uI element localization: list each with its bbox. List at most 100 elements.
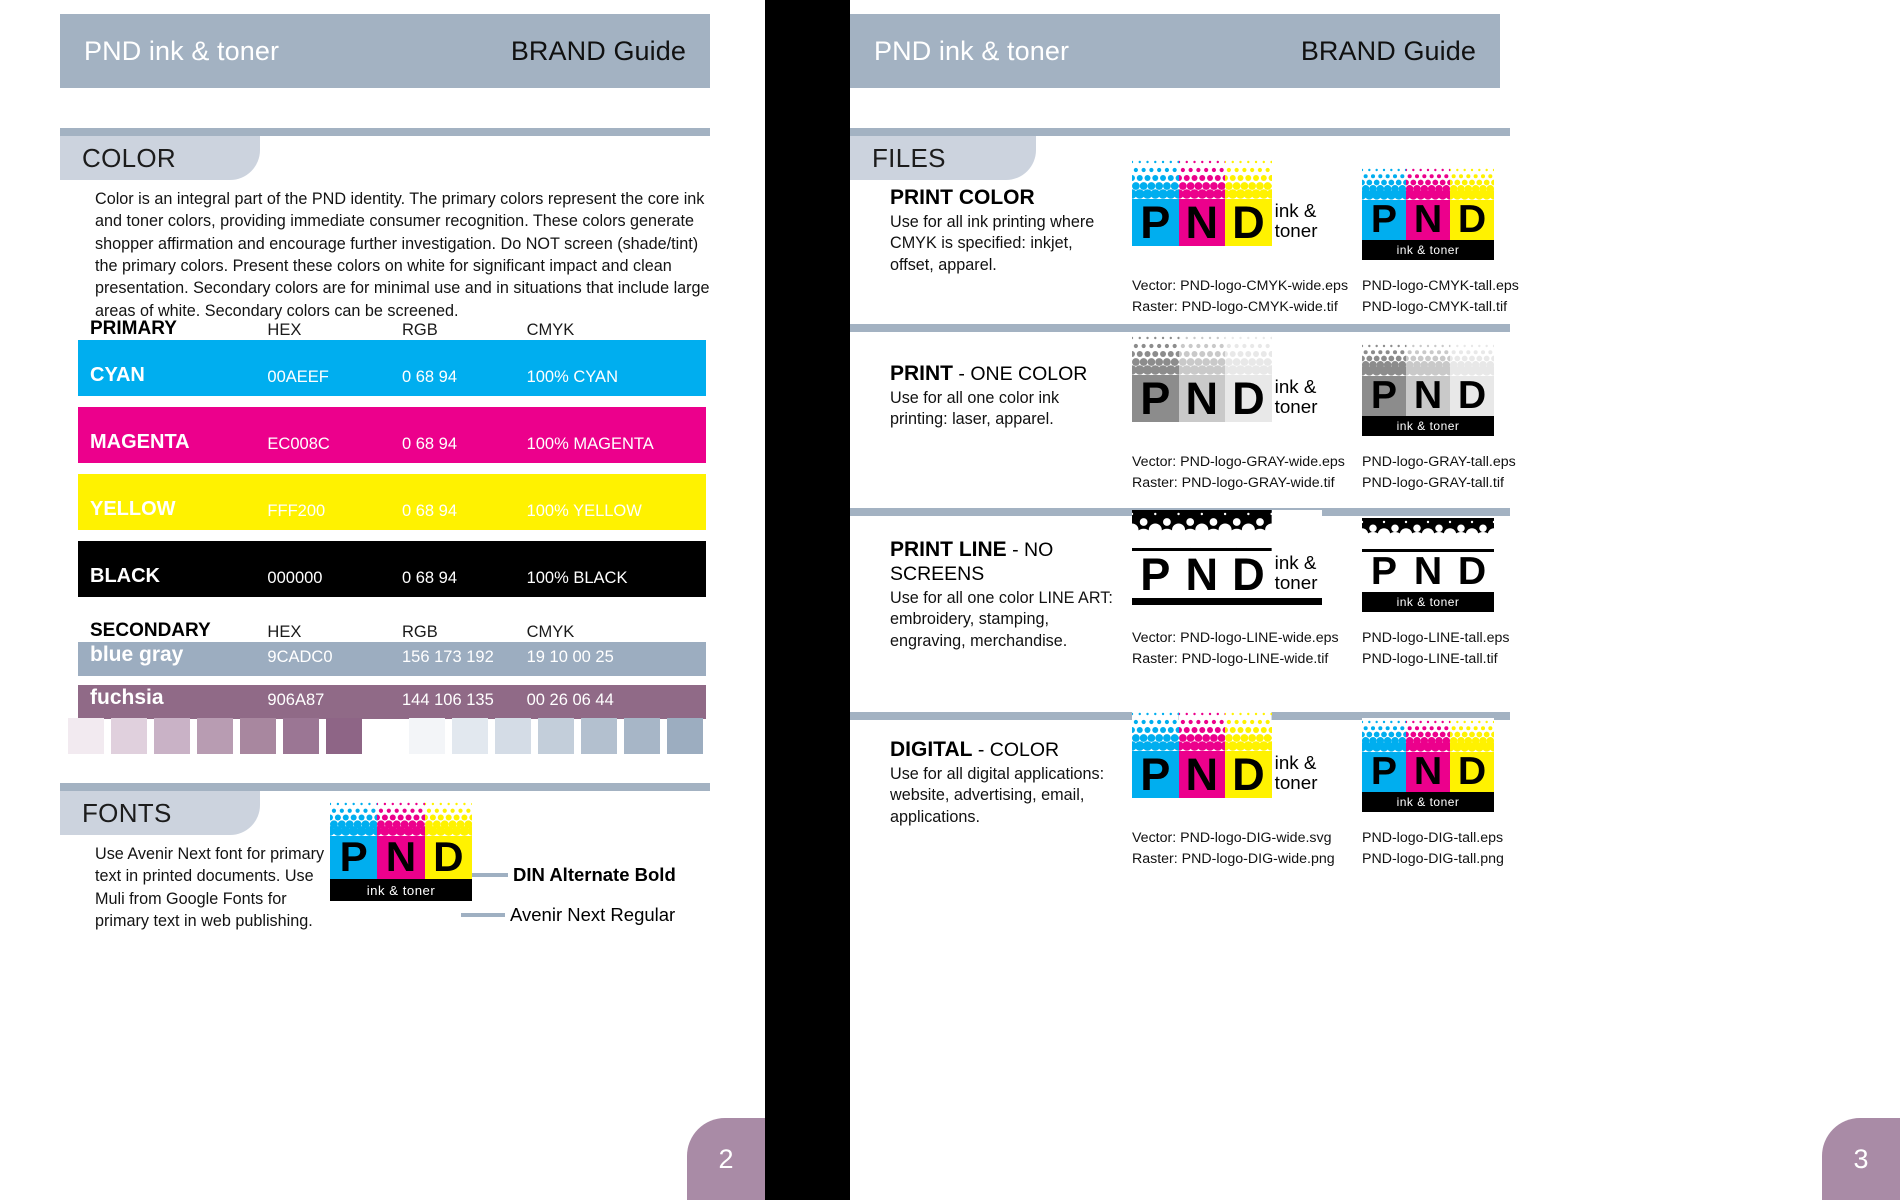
logo-letter-p: P — [1132, 551, 1179, 598]
logo-baseline-rule — [1132, 598, 1322, 605]
page-number-corner-right: 3 — [1822, 1118, 1900, 1200]
logo-halftone-strip — [330, 800, 472, 836]
color-rgb: 156 173 192 — [401, 648, 494, 666]
secondary-header-cmyk: CMYK — [526, 623, 575, 641]
tint-swatch-bluegray — [409, 718, 445, 754]
files-caption-line: PND-logo-CMYK-tall.eps — [1362, 278, 1519, 294]
files-caption-wide: Vector: PND-logo-GRAY-wide.eps Raster: PN… — [1132, 452, 1345, 493]
files-row-heading-main: DIGITAL — [890, 738, 973, 761]
primary-header-cmyk: CMYK — [526, 321, 575, 339]
logo-halftone-strip — [1362, 342, 1494, 376]
header-brand-title: PND ink & toner — [84, 35, 280, 66]
logo-letter-n: N — [1178, 551, 1226, 598]
files-divider-rule — [850, 324, 1510, 332]
logo-tagline-line2: toner — [1274, 395, 1318, 417]
section-title-files: FILES — [872, 142, 946, 173]
tint-swatch-fuchsia — [283, 718, 319, 754]
logo-letter-p: P — [1132, 199, 1179, 246]
primary-table-header: PRIMARY HEX RGB CMYK — [78, 310, 706, 340]
section-fonts: FONTS — [60, 783, 710, 835]
files-row-desc: Use for all digital applications: websit… — [890, 765, 1105, 826]
section-color: COLOR — [60, 128, 710, 180]
tint-swatch-strip — [68, 718, 710, 754]
tint-swatch-fuchsia — [68, 718, 104, 754]
section-rule-fonts — [60, 783, 710, 791]
files-caption-line: Vector: PND-logo-LINE-wide.eps — [1132, 630, 1339, 646]
logo-letter-n: N — [1406, 200, 1450, 240]
tint-swatch-bluegray — [667, 718, 703, 754]
files-caption-wide: Vector: PND-logo-CMYK-wide.eps Raster: PN… — [1132, 276, 1348, 317]
tint-swatch-bluegray — [624, 718, 660, 754]
logo-letter-p: P — [1362, 552, 1406, 592]
logo-letter-p: P — [1362, 376, 1406, 416]
page-header-left: PND ink & toner BRAND Guide — [60, 14, 710, 88]
logo-halftone-strip — [1362, 518, 1494, 552]
callout-display-label: DIN Alternate Bold — [513, 864, 676, 885]
color-cmyk: 19 10 00 25 — [526, 648, 614, 666]
fonts-copy-paragraph: Use Avenir Next font for primary text in… — [95, 845, 325, 931]
logo-letter-n: N — [1406, 552, 1450, 592]
color-name: YELLOW — [90, 498, 176, 520]
files-row-description: PRINT - ONE COLOR Use for all one color i… — [890, 362, 1120, 431]
page-right: PND ink & toner BRAND Guide FILES PRINT … — [850, 0, 1900, 1200]
fuchsia-tint-group — [68, 718, 369, 754]
logo-letter-d: D — [1450, 200, 1494, 240]
files-caption-tall: PND-logo-CMYK-tall.eps PND-logo-CMYK-tall… — [1362, 276, 1519, 317]
logo-tagline-line2: toner — [1274, 571, 1318, 593]
logo-letter-p: P — [1132, 751, 1179, 798]
files-caption-line: Vector: PND-logo-DIG-wide.svg — [1132, 830, 1332, 846]
primary-header-hex: HEX — [267, 321, 302, 339]
tint-swatch-fuchsia — [111, 718, 147, 754]
files-caption-line: Raster: PND-logo-DIG-wide.png — [1132, 850, 1335, 867]
section-title-color: COLOR — [82, 142, 176, 173]
logo-letter-n: N — [1178, 751, 1226, 798]
color-rgb: 144 106 135 — [401, 691, 494, 709]
secondary-color-row: blue gray 9CADC0 156 173 192 19 10 00 25 — [78, 642, 706, 676]
files-caption-line: PND-logo-DIG-tall.png — [1362, 850, 1504, 867]
section-tab-color: COLOR — [60, 136, 260, 180]
primary-color-row: YELLOW FFF200 0 68 94 100% YELLOW — [78, 474, 706, 530]
logo-letter-d: D — [1225, 375, 1272, 422]
files-caption-tall: PND-logo-GRAY-tall.eps PND-logo-GRAY-tall… — [1362, 452, 1516, 493]
color-rgb: 0 68 94 — [401, 435, 458, 453]
callout-body-font: Avenir Next Regular — [461, 904, 675, 926]
primary-color-table: PRIMARY HEX RGB CMYK CYAN 00AEEF 0 68 94 10… — [78, 310, 706, 597]
logo-tagline-bar: ink & toner — [1362, 240, 1494, 260]
files-caption-line: PND-logo-GRAY-tall.eps — [1362, 454, 1516, 470]
files-caption-line: Vector: PND-logo-GRAY-wide.eps — [1132, 454, 1345, 470]
primary-rows-container: CYAN 00AEEF 0 68 94 100% CYAN MAGENTA EC008C 0… — [78, 340, 706, 597]
files-row-desc: Use for all one color LINE ART: embroide… — [890, 589, 1113, 650]
color-hex: 906A87 — [267, 691, 325, 709]
color-hex: EC008C — [267, 435, 330, 453]
files-row-heading: PRINT LINE - NO SCREENS — [890, 538, 1120, 586]
tint-swatch-fuchsia — [326, 718, 362, 754]
primary-color-row: BLACK 000000 0 68 94 100% BLACK — [78, 541, 706, 597]
color-hex: FFF200 — [267, 502, 326, 520]
logo-tagline-line1: ink & — [1274, 199, 1317, 221]
color-cmyk: 100% MAGENTA — [526, 435, 654, 453]
primary-header-rgb: RGB — [401, 321, 438, 339]
files-row-description: DIGITAL - COLOR Use for all digital appli… — [890, 738, 1120, 828]
logo-tagline-line1: ink & — [1274, 751, 1317, 773]
secondary-header-rgb: RGB — [401, 623, 438, 641]
logo-halftone-strip — [1132, 510, 1272, 551]
page-header-right: PND ink & toner BRAND Guide — [850, 14, 1500, 88]
color-name: BLACK — [90, 565, 160, 587]
color-name: MAGENTA — [90, 431, 190, 453]
primary-header-name: PRIMARY — [90, 318, 177, 339]
